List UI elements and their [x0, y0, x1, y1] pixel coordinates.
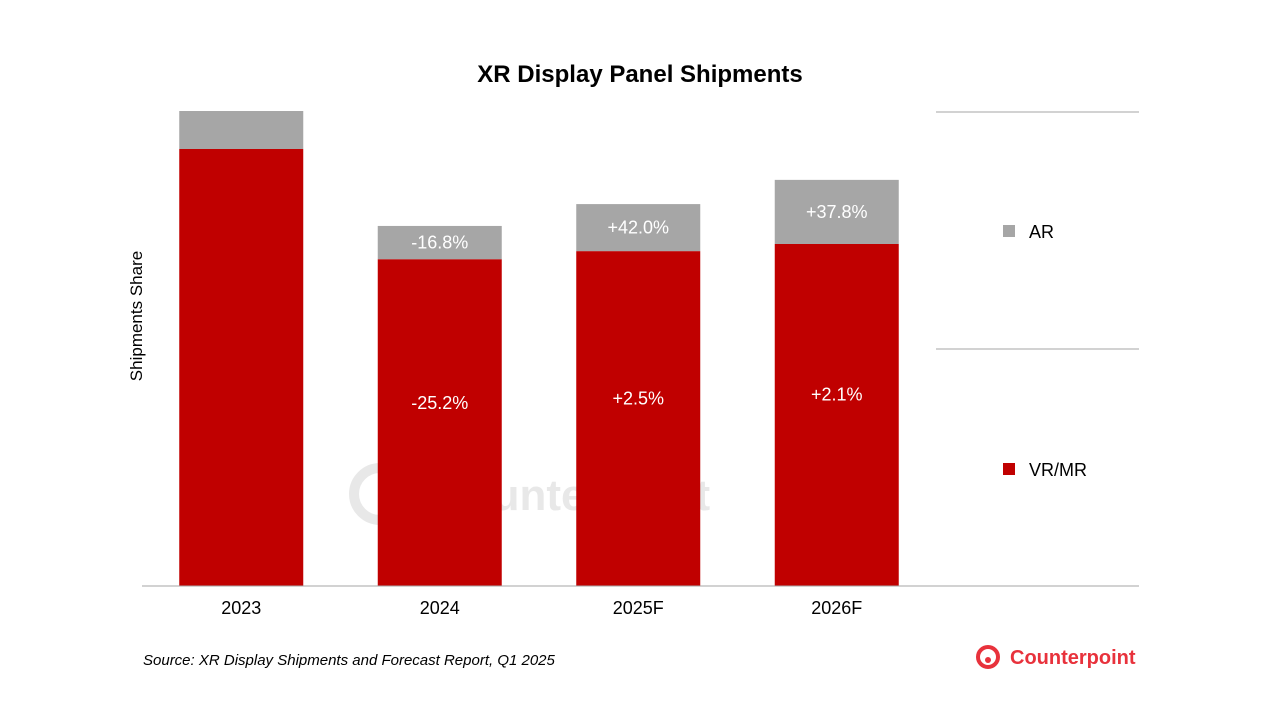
bar-vrmr-2023	[179, 149, 304, 586]
x-tick-label-2026f: 2026F	[811, 598, 862, 618]
bar-vrmr-2024	[377, 259, 502, 586]
bar-ar-2026f	[774, 179, 899, 244]
bar-ar-2025f	[576, 204, 701, 252]
bar-vrmr-2026f	[774, 244, 899, 586]
data-label-ar-2026f: +37.8%	[806, 202, 868, 222]
bar-ar-2024	[377, 225, 502, 260]
legend-label-ar: AR	[1029, 222, 1054, 242]
bar-ar-2023	[179, 111, 304, 149]
x-tick-label-2025f: 2025F	[613, 598, 664, 618]
x-tick-label-2024: 2024	[420, 598, 460, 618]
x-tick-labels: 2023 2024 2025F 2026F	[221, 598, 862, 618]
bar-vrmr-2025f	[576, 251, 701, 586]
y-axis-label: Shipments Share	[127, 251, 146, 381]
source-note: Source: XR Display Shipments and Forecas…	[143, 652, 556, 669]
x-tick-label-2023: 2023	[221, 598, 261, 618]
counterpoint-logo-dot	[985, 657, 991, 663]
legend-label-vrmr: VR/MR	[1029, 460, 1087, 480]
data-label-vrmr-2025f: +2.5%	[612, 388, 664, 408]
legend-swatch-vrmr	[1003, 463, 1015, 475]
brand-name: Counterpoint	[1010, 647, 1136, 669]
chart-title: XR Display Panel Shipments	[477, 61, 802, 88]
legend: AR VR/MR	[936, 111, 1139, 480]
data-label-vrmr-2026f: +2.1%	[811, 384, 863, 404]
legend-swatch-ar	[1003, 225, 1015, 237]
counterpoint-logo-icon	[976, 645, 1000, 669]
data-label-vrmr-2024: -25.2%	[411, 393, 468, 413]
bar-labels: -25.2% -16.8% +2.5% +42.0% +2.1% +37.8%	[411, 202, 867, 413]
bars	[179, 111, 899, 586]
brand-logo: Counterpoint	[976, 645, 1136, 669]
data-label-ar-2025f: +42.0%	[607, 218, 669, 238]
data-label-ar-2024: -16.8%	[411, 233, 468, 253]
